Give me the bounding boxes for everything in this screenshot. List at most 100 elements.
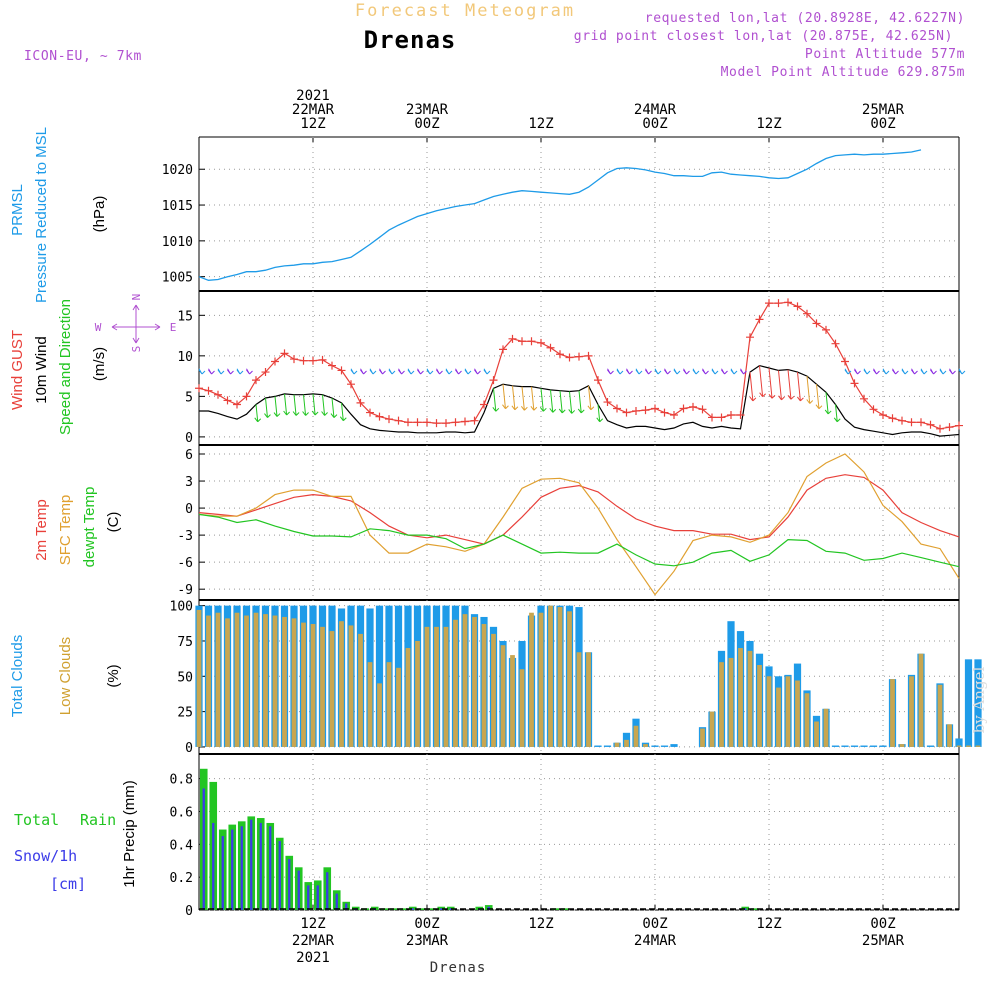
wind-arrow [949,368,956,375]
gust-marker [907,418,916,427]
snow-bar [411,908,414,910]
low-cloud-bar [282,616,287,747]
rain-bar [750,908,759,910]
wind-arrow [302,394,309,416]
low-cloud-bar [795,680,800,747]
wind-arrow [360,368,367,375]
y-tick-label: 3 [185,475,193,490]
snow-bar [449,908,452,910]
bottom-time-label: 00Z [642,916,667,932]
rain-bar [418,908,427,910]
gust-marker [290,355,298,364]
gust-marker [537,338,545,347]
gust-marker [271,357,279,366]
temp-unit: (C) [105,512,122,533]
wind-arrow [264,397,271,418]
total-cloud-bar [850,745,859,747]
wind-arrow [587,385,595,411]
wind-arrow [339,402,347,422]
y-tick-label: 0 [185,431,193,446]
total-cloud-bar [594,745,602,747]
wind-arrow [426,368,434,375]
total-cloud-bar [660,745,669,747]
gust-marker [841,357,849,366]
model-name: ICON-EU, ~ 7km [24,49,142,64]
wind-arrow [730,368,738,375]
wind-arrow [759,365,766,398]
temp-2m-line [198,474,960,545]
low-cloud-bar [320,626,325,747]
wind-arrow [483,368,491,375]
total-label: Total [14,811,59,829]
low-cloud-bar [510,655,515,747]
snow-bar [335,893,338,910]
gust-marker [831,339,840,348]
snow-bar [221,836,224,910]
bottom-time-label: 22MAR [292,933,335,949]
wind-arrow [530,386,538,411]
snow-bar [345,903,348,910]
total-cloud-bar [375,605,384,747]
total-cloud-bar [831,745,840,747]
gust-marker [774,299,783,308]
y-tick-label: 1015 [162,199,193,214]
y-tick-label: 0 [185,904,193,919]
low-cloud-bar [548,605,553,747]
gust-marker [480,400,488,409]
gust-marker [793,302,802,311]
wind-arrow [873,368,880,375]
low-cloud-bar [956,745,962,747]
total-clouds-label: Total Clouds [9,635,26,718]
gust-marker [527,337,536,346]
low-cloud-bar [234,612,240,747]
gust-marker [822,325,830,334]
gust-marker [584,351,593,360]
snow-label: Snow/1h [14,847,77,865]
low-cloud-bar [519,669,525,747]
low-cloud-bar [937,684,943,747]
low-cloud-bar [329,631,335,747]
wind-arrow [635,368,643,375]
wind-arrow [407,368,415,375]
snow-bar [250,819,253,910]
wind-arrow [549,389,557,413]
low-cloud-bar [481,624,487,747]
low-cloud-bar [244,615,249,747]
total-cloud-bar [964,659,973,747]
wind-arrow [445,368,453,375]
gust-marker [413,418,422,427]
watermark: by Angel [970,666,988,733]
wind-arrow [920,368,928,375]
low-cloud-bar [405,648,411,747]
pressure-label-long: Pressure Reduced to MSL [33,127,50,303]
gust-marker [385,415,393,424]
snow-bar [440,908,443,910]
y-tick-label: 1010 [162,235,193,250]
gust-marker [299,356,308,365]
compass-e: E [170,321,177,334]
y-tick-label: 5 [185,390,193,405]
low-cloud-bar [424,626,430,747]
y-tick-label: 0.2 [170,871,193,886]
low-cloud-bar [586,652,591,747]
low-cloud-bar [614,742,620,747]
low-cloud-bar [472,616,477,747]
gust-marker [318,355,327,364]
gust-marker [955,421,963,430]
low-cloud-bar [757,664,762,747]
pressure-label-short: PRMSL [9,184,26,236]
wind-arrow [778,370,785,401]
bottom-time-label: 25MAR [862,933,905,949]
snow-bar [307,885,310,910]
gust-marker [784,298,792,307]
gust-marker [366,408,374,417]
wind-arrow [824,392,832,415]
snow-bar [744,908,747,910]
low-cloud-bar [776,687,781,747]
bottom-time-label: 00Z [870,916,895,932]
low-cloud-bar [804,693,810,747]
y-tick-label: 0 [185,502,193,517]
wind-arrow [511,385,519,411]
low-cloud-bar [386,662,392,747]
low-cloud-bar [823,708,829,747]
